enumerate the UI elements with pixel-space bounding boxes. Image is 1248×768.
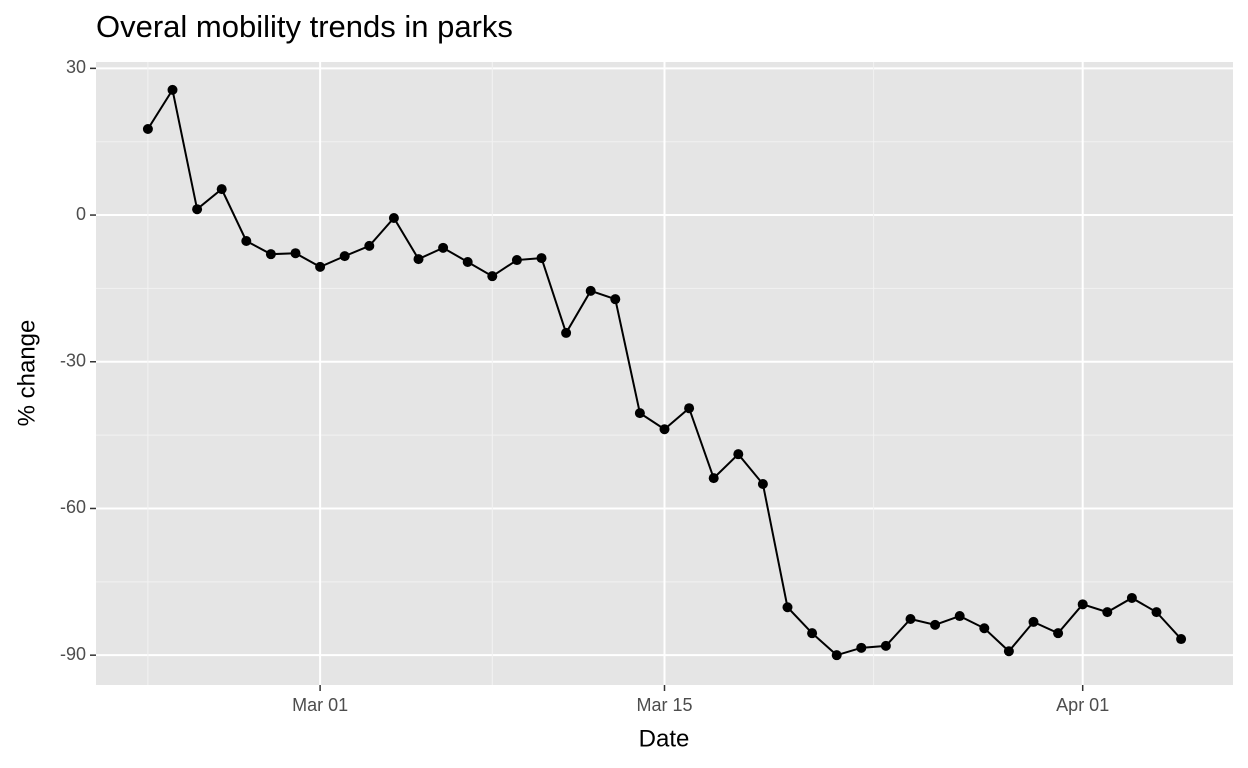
point — [265, 249, 276, 260]
point — [413, 254, 424, 265]
point — [1102, 607, 1113, 618]
point — [1151, 607, 1162, 618]
point — [585, 285, 596, 296]
point — [536, 253, 547, 264]
point — [930, 619, 941, 630]
point — [462, 257, 473, 268]
point — [561, 327, 572, 338]
y-tick-label: -30 — [60, 351, 86, 371]
x-tick-label: Mar 15 — [636, 695, 692, 715]
point — [1176, 634, 1187, 645]
point — [438, 242, 449, 253]
point — [142, 123, 153, 134]
point — [339, 251, 350, 262]
point — [167, 84, 178, 95]
point — [954, 611, 965, 622]
chart-title: Overal mobility trends in parks — [96, 9, 513, 44]
y-tick-label: -90 — [60, 644, 86, 664]
point — [708, 473, 719, 484]
point — [241, 235, 252, 246]
point — [659, 424, 670, 435]
point — [610, 294, 621, 305]
point — [192, 204, 203, 215]
point — [1077, 599, 1088, 610]
point — [1126, 592, 1137, 603]
point — [856, 642, 867, 653]
x-axis-label: Date — [639, 725, 690, 752]
point — [1028, 616, 1039, 627]
point — [315, 261, 326, 272]
point — [880, 640, 891, 651]
point — [1003, 646, 1014, 657]
point — [733, 449, 744, 460]
point — [216, 184, 227, 195]
point — [782, 602, 793, 613]
point — [979, 623, 990, 634]
point — [634, 408, 645, 419]
point — [807, 628, 818, 639]
point — [290, 248, 301, 259]
y-tick-label: 30 — [66, 57, 86, 77]
x-tick-label: Apr 01 — [1056, 695, 1109, 715]
point — [1053, 628, 1064, 639]
y-tick-label: -60 — [60, 497, 86, 517]
point — [831, 650, 842, 661]
y-tick-label: 0 — [76, 204, 86, 224]
y-axis-label: % change — [13, 320, 40, 427]
point — [757, 479, 768, 490]
point — [511, 255, 522, 266]
point — [684, 403, 695, 414]
point — [905, 613, 916, 624]
point — [388, 212, 399, 223]
point — [487, 271, 498, 282]
point — [364, 240, 375, 251]
x-tick-label: Mar 01 — [292, 695, 348, 715]
